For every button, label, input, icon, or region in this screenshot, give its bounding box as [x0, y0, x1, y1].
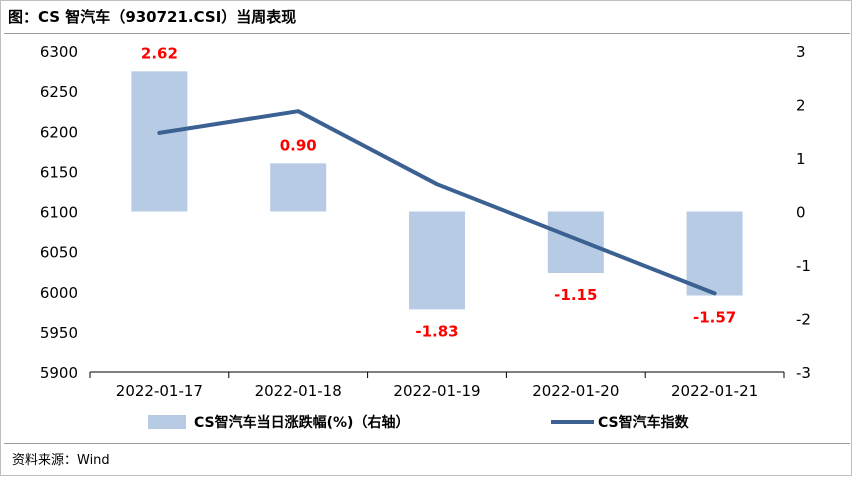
x-axis: 2022-01-17 2022-01-18 2022-01-19 2022-01-20… [89, 371, 785, 400]
bar-data-label: -1.15 [554, 286, 597, 304]
legend-bar-label: CS智汽车当日涨跌幅(%)（右轴） [194, 414, 409, 431]
left-axis-tick-label: 5900 [40, 364, 78, 382]
right-axis-tick-label: 2 [796, 97, 806, 115]
left-axis: 6300 6250 6200 6150 6100 6050 6000 5950 5900 [40, 43, 78, 382]
legend-bar-swatch [148, 415, 186, 429]
right-axis-tick-label: 3 [796, 43, 806, 61]
right-axis-tick-label: -1 [796, 257, 811, 275]
left-axis-tick-label: 6000 [40, 284, 78, 302]
left-axis-tick-label: 6100 [40, 204, 78, 222]
right-axis-tick-label: 1 [796, 150, 806, 168]
bar-data-label: -1.83 [415, 322, 458, 340]
right-axis-tick-label: -3 [796, 364, 811, 382]
x-axis-tick-label: 2022-01-19 [393, 382, 480, 400]
data-labels: 2.62 0.90 -1.83 -1.15 -1.57 [141, 44, 736, 340]
x-axis-tick-label: 2022-01-17 [116, 382, 203, 400]
left-axis-tick-label: 6200 [40, 123, 78, 141]
title-divider [4, 33, 850, 34]
bar [686, 211, 743, 296]
left-axis-tick-label: 6300 [40, 43, 78, 61]
left-axis-tick-label: 6250 [40, 83, 78, 101]
legend: CS智汽车当日涨跌幅(%)（右轴） CS智汽车指数 [148, 414, 690, 431]
x-axis-tick-label: 2022-01-20 [532, 382, 619, 400]
bar [131, 71, 188, 212]
legend-line-label: CS智汽车指数 [598, 414, 690, 431]
right-axis: 3 2 1 0 -1 -2 -3 [796, 43, 811, 382]
line-series [157, 109, 717, 296]
bar [547, 211, 604, 274]
left-axis-tick-label: 5950 [40, 324, 78, 342]
right-axis-tick-label: 0 [796, 204, 806, 222]
bar [409, 211, 465, 310]
footer-divider [4, 443, 850, 444]
x-axis-tick-label: 2022-01-18 [255, 382, 342, 400]
right-axis-tick-label: -2 [796, 311, 811, 329]
bar-data-label: 2.62 [141, 44, 178, 62]
bar-data-label: -1.57 [693, 308, 736, 326]
left-axis-tick-label: 6050 [40, 244, 78, 262]
chart-title: 图：CS 智汽车（930721.CSI）当周表现 [8, 8, 297, 26]
source-note: 资料来源：Wind [12, 453, 110, 468]
bar-series [131, 71, 743, 310]
bar [270, 163, 327, 212]
left-axis-tick-label: 6150 [40, 163, 78, 181]
bar-data-label: 0.90 [280, 136, 317, 154]
x-axis-tick-label: 2022-01-21 [671, 382, 758, 400]
